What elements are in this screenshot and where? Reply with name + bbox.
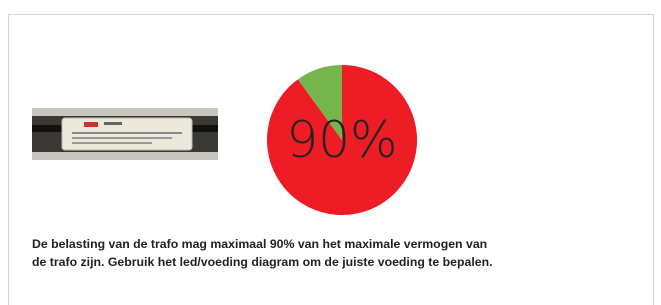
- caption-line: de trafo zijn. Gebruik het led/voeding d…: [32, 255, 493, 269]
- caption-line: De belasting van de trafo mag maximaal 9…: [32, 237, 487, 251]
- center-label: 90%: [286, 111, 397, 169]
- page: 90% De belasting van de trafo mag maxima…: [0, 0, 661, 291]
- pie-chart: 90%: [260, 55, 430, 225]
- product-photo: [32, 108, 218, 160]
